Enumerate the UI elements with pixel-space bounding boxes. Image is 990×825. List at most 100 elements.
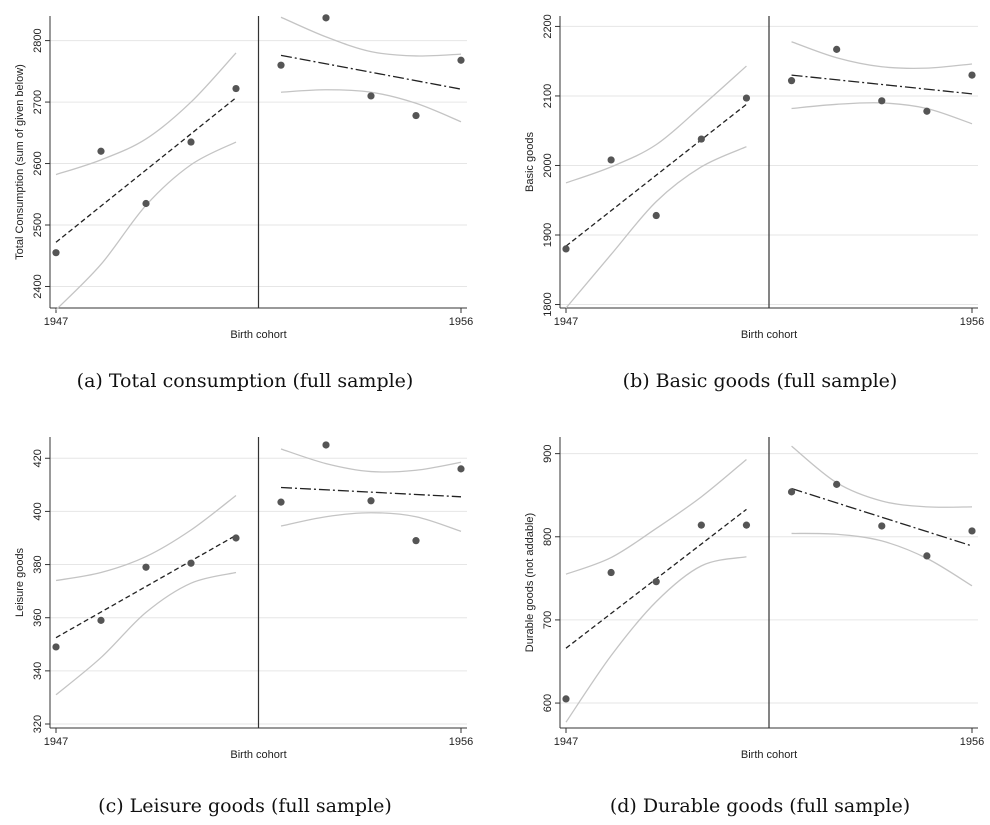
caption-c: (c) Leisure goods (full sample): [98, 795, 392, 817]
data-point: [367, 497, 375, 505]
data-point: [697, 135, 705, 143]
ci-right-lower-curve: [791, 102, 973, 125]
ci-right-lower-curve: [791, 532, 973, 587]
data-point: [787, 77, 796, 85]
chart-panel-basic-goods: 1800 1900 2000 2100 2200 1947 1956 Birth cohort…: [510, 0, 990, 350]
data-point: [232, 84, 240, 93]
y-tick-label: 700: [542, 611, 554, 629]
chart-panel-leisure-goods: 320 340 360 380 400 420 1947 1956 Birth cohort Le…: [0, 425, 490, 785]
data-point: [142, 563, 150, 571]
data-point: [878, 97, 886, 105]
data-point: [97, 616, 105, 624]
x-axis-title: Birth cohort: [741, 749, 797, 761]
y-axis-title: Total Consumption (sum of given below): [14, 64, 26, 260]
x-tick-label: 1947: [44, 316, 68, 328]
y-tick-label: 2400: [32, 274, 44, 298]
data-point: [968, 527, 976, 535]
fit-line-right: [280, 54, 462, 90]
y-axis-title: Durable goods (not addable): [524, 513, 536, 652]
ci-right-upper-curve: [280, 448, 462, 473]
data-point: [652, 578, 660, 586]
y-axis-title: Leisure goods: [14, 547, 26, 617]
data-point: [322, 441, 330, 449]
y-tick-label: 2500: [32, 213, 44, 237]
data-point: [457, 465, 465, 473]
data-point: [232, 534, 240, 542]
y-tick-label: 2800: [32, 28, 44, 52]
y-tick-label: 2000: [542, 153, 554, 177]
caption-d: (d) Durable goods (full sample): [609, 795, 911, 817]
x-tick-label: 1947: [554, 736, 578, 748]
ci-right-upper-curve: [791, 445, 973, 508]
data-point: [607, 156, 615, 164]
data-point: [607, 568, 615, 577]
chart-svg: 2400 2500 2600 2700 2800 1947 1956 Birth cohort…: [14, 14, 473, 341]
y-tick-label: 380: [32, 555, 44, 573]
ci-left-upper-curve: [565, 458, 747, 575]
y-tick-label: 900: [542, 444, 554, 462]
ci-left-lower-curve: [55, 571, 237, 696]
data-point: [52, 643, 60, 651]
data-point: [833, 480, 841, 488]
y-tick-label: 1900: [542, 223, 554, 247]
data-point: [322, 14, 330, 22]
ci-right-lower-curve: [280, 512, 462, 532]
y-tick-label: 400: [32, 502, 44, 520]
data-point: [833, 45, 841, 53]
data-point: [923, 552, 931, 560]
fit-line-left: [565, 103, 747, 247]
caption-b: (b) Basic goods (full sample): [622, 370, 898, 392]
ci-left-lower-curve: [565, 146, 747, 309]
y-axis-title: Basic goods: [524, 132, 536, 192]
y-tick-label: 2700: [32, 90, 44, 114]
data-point: [97, 147, 105, 155]
chart-panel-durable-goods: 600 700 800 900 1947 1956 Birth cohort Durable …: [510, 425, 990, 785]
ci-right-upper-curve: [280, 16, 462, 57]
x-axis-title: Birth cohort: [230, 749, 286, 761]
data-point: [742, 94, 751, 102]
data-point: [142, 199, 150, 208]
chart-panel-total-consumption: 2400 2500 2600 2700 2800 1947 1956 Birth cohort…: [0, 0, 490, 350]
chart-svg: 1800 1900 2000 2100 2200 1947 1956 Birth cohort…: [524, 14, 984, 341]
x-tick-label: 1956: [960, 736, 984, 748]
y-tick-label: 600: [542, 694, 554, 712]
data-point: [412, 111, 420, 120]
y-tick-label: 800: [542, 528, 554, 546]
fit-line-right: [280, 486, 462, 498]
data-point: [187, 559, 195, 567]
data-point: [968, 71, 976, 79]
ci-left-lower-curve: [55, 141, 237, 311]
ci-left-upper-curve: [55, 52, 237, 176]
x-tick-label: 1947: [44, 736, 68, 748]
x-axis-title: Birth cohort: [741, 329, 797, 341]
y-tick-label: 1800: [542, 292, 554, 316]
y-tick-label: 420: [32, 449, 44, 467]
data-point: [412, 537, 420, 545]
data-point: [457, 56, 465, 64]
data-point: [562, 695, 570, 703]
fit-line-left: [55, 97, 237, 243]
fit-line-right: [791, 487, 973, 547]
x-tick-label: 1956: [449, 316, 473, 328]
ci-right-upper-curve: [791, 41, 973, 70]
x-tick-label: 1947: [554, 316, 578, 328]
chart-svg: 600 700 800 900 1947 1956 Birth cohort Durable …: [524, 437, 984, 761]
y-tick-label: 2100: [542, 84, 554, 108]
data-point: [52, 249, 60, 257]
data-point: [277, 61, 285, 69]
y-tick-label: 360: [32, 609, 44, 627]
fit-line-left: [55, 534, 237, 639]
x-tick-label: 1956: [449, 736, 473, 748]
data-point: [923, 107, 931, 115]
caption-a: (a) Total consumption (full sample): [76, 370, 414, 392]
fit-line-right: [791, 74, 973, 95]
y-tick-label: 320: [32, 715, 44, 733]
data-point: [367, 92, 375, 100]
data-point: [187, 138, 195, 146]
ci-left-upper-curve: [55, 494, 237, 582]
data-point: [562, 245, 570, 253]
ci-left-lower-curve: [565, 556, 747, 723]
data-point: [742, 521, 751, 529]
data-point: [697, 521, 705, 529]
ci-left-upper-curve: [565, 65, 747, 184]
